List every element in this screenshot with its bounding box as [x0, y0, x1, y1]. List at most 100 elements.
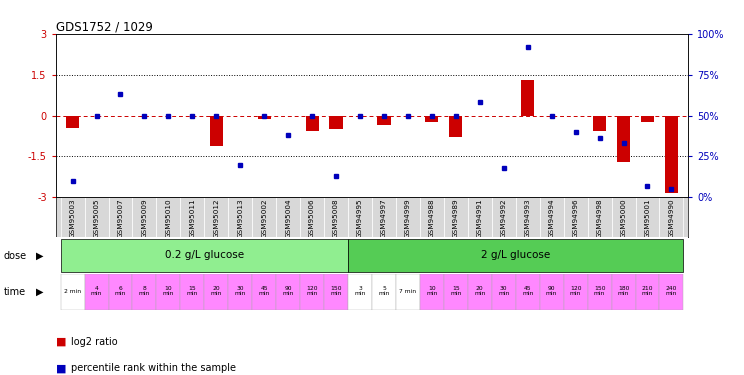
- Bar: [612, 274, 635, 310]
- Bar: [377, 116, 391, 125]
- Text: GSM95004: GSM95004: [285, 199, 291, 238]
- Bar: [132, 274, 156, 310]
- Bar: [257, 116, 271, 119]
- Bar: [85, 274, 109, 310]
- Bar: [564, 197, 588, 237]
- Bar: [348, 239, 684, 272]
- Bar: [396, 197, 420, 237]
- Bar: [659, 197, 684, 237]
- Bar: [635, 274, 659, 310]
- Text: ■: ■: [56, 363, 66, 373]
- Bar: [330, 116, 343, 129]
- Text: GSM95011: GSM95011: [189, 199, 196, 238]
- Bar: [300, 197, 324, 237]
- Text: 210
min: 210 min: [642, 286, 653, 296]
- Text: time: time: [4, 287, 26, 297]
- Text: GSM94993: GSM94993: [525, 199, 530, 238]
- Bar: [156, 197, 180, 237]
- Bar: [588, 274, 612, 310]
- Bar: [60, 274, 85, 310]
- Text: GSM95009: GSM95009: [141, 199, 147, 238]
- Text: GSM94994: GSM94994: [548, 199, 555, 238]
- Bar: [205, 274, 228, 310]
- Text: ■: ■: [56, 337, 66, 347]
- Bar: [205, 197, 228, 237]
- Bar: [252, 197, 276, 237]
- Bar: [109, 197, 132, 237]
- Bar: [66, 116, 79, 128]
- Text: GSM94992: GSM94992: [501, 199, 507, 238]
- Text: GSM94990: GSM94990: [668, 199, 674, 238]
- Bar: [348, 274, 372, 310]
- Text: log2 ratio: log2 ratio: [71, 337, 118, 347]
- Bar: [617, 116, 630, 162]
- Bar: [635, 197, 659, 237]
- Bar: [228, 274, 252, 310]
- Text: 15
min: 15 min: [450, 286, 461, 296]
- Bar: [85, 197, 109, 237]
- Text: 0.2 g/L glucose: 0.2 g/L glucose: [164, 250, 244, 260]
- Text: 90
min: 90 min: [546, 286, 557, 296]
- Bar: [426, 116, 438, 122]
- Text: 150
min: 150 min: [330, 286, 341, 296]
- Bar: [276, 274, 300, 310]
- Text: GSM94998: GSM94998: [597, 199, 603, 238]
- Bar: [659, 274, 684, 310]
- Bar: [306, 116, 318, 130]
- Text: 15
min: 15 min: [187, 286, 198, 296]
- Bar: [468, 274, 492, 310]
- Text: GSM94996: GSM94996: [573, 199, 579, 238]
- Bar: [492, 274, 516, 310]
- Bar: [564, 274, 588, 310]
- Text: GSM95005: GSM95005: [94, 199, 100, 238]
- Text: 20
min: 20 min: [474, 286, 486, 296]
- Bar: [109, 274, 132, 310]
- Bar: [420, 197, 444, 237]
- Text: GSM94988: GSM94988: [429, 199, 435, 238]
- Bar: [588, 197, 612, 237]
- Text: GSM94997: GSM94997: [381, 199, 387, 238]
- Text: 7 min: 7 min: [400, 289, 417, 294]
- Text: GSM94995: GSM94995: [357, 199, 363, 238]
- Text: GSM95010: GSM95010: [165, 199, 171, 238]
- Text: 30
min: 30 min: [234, 286, 246, 296]
- Bar: [539, 197, 564, 237]
- Bar: [516, 197, 539, 237]
- Text: 120
min: 120 min: [570, 286, 581, 296]
- Bar: [348, 197, 372, 237]
- Text: 4
min: 4 min: [91, 286, 102, 296]
- Bar: [156, 274, 180, 310]
- Bar: [612, 197, 635, 237]
- Bar: [420, 274, 444, 310]
- Text: GSM95008: GSM95008: [333, 199, 339, 238]
- Bar: [593, 116, 606, 130]
- Bar: [641, 116, 654, 122]
- Text: GSM95000: GSM95000: [620, 199, 626, 238]
- Text: 3
min: 3 min: [354, 286, 366, 296]
- Text: GSM95006: GSM95006: [309, 199, 315, 238]
- Text: dose: dose: [4, 251, 27, 261]
- Bar: [210, 116, 223, 146]
- Text: 20
min: 20 min: [211, 286, 222, 296]
- Bar: [276, 197, 300, 237]
- Bar: [516, 274, 539, 310]
- Text: GSM94991: GSM94991: [477, 199, 483, 238]
- Bar: [449, 116, 463, 137]
- Bar: [665, 116, 678, 193]
- Bar: [396, 274, 420, 310]
- Text: GSM95007: GSM95007: [118, 199, 124, 238]
- Text: ▶: ▶: [36, 287, 43, 297]
- Text: 150
min: 150 min: [594, 286, 606, 296]
- Text: GSM95012: GSM95012: [214, 199, 219, 238]
- Text: GSM94989: GSM94989: [453, 199, 459, 238]
- Bar: [372, 197, 396, 237]
- Bar: [60, 239, 348, 272]
- Text: GSM94999: GSM94999: [405, 199, 411, 238]
- Text: GSM95013: GSM95013: [237, 199, 243, 238]
- Bar: [180, 274, 205, 310]
- Text: 8
min: 8 min: [138, 286, 150, 296]
- Bar: [324, 197, 348, 237]
- Text: 45
min: 45 min: [522, 286, 533, 296]
- Text: percentile rank within the sample: percentile rank within the sample: [71, 363, 236, 373]
- Bar: [300, 274, 324, 310]
